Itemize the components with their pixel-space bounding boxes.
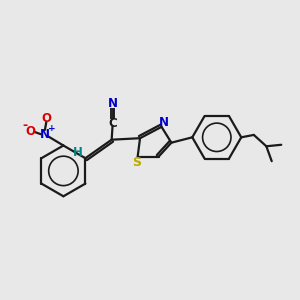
Text: N: N [159,116,169,129]
Text: -: - [22,119,27,132]
Text: S: S [132,156,141,169]
Text: +: + [48,124,55,133]
Text: O: O [41,112,51,125]
Text: H: H [73,146,83,159]
Text: N: N [108,98,118,110]
Text: N: N [40,128,50,141]
Text: C: C [108,117,117,130]
Text: O: O [26,125,36,138]
